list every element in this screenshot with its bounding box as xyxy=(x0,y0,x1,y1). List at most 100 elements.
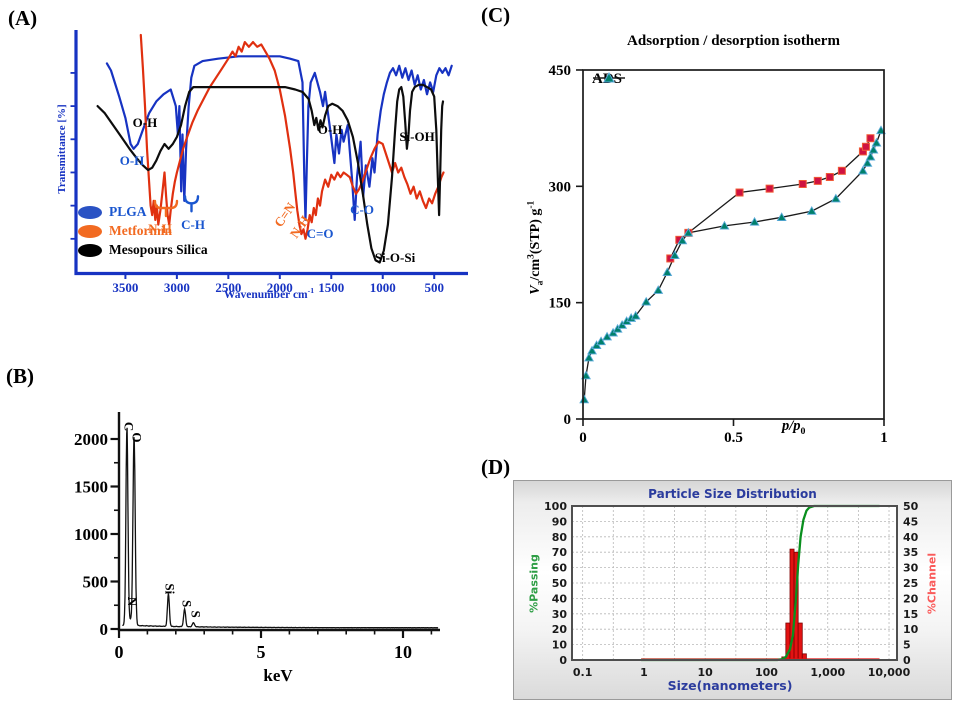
adsorption-point xyxy=(876,125,886,135)
psd-x-tick-label: 1 xyxy=(640,666,648,679)
psd-left-tick-label: 70 xyxy=(552,546,568,559)
desorption-point xyxy=(861,142,870,151)
isotherm-y-tick-label: 300 xyxy=(549,179,572,195)
adsorption-point xyxy=(596,336,607,346)
ftir-annotation-o-h: O-H xyxy=(119,152,145,168)
psd-frame xyxy=(571,505,898,661)
isotherm-ylabel-cm: /cm xyxy=(527,258,543,281)
ftir-annotation-si-o-si: Si-O-Si xyxy=(374,249,416,265)
isotherm-legend: ADS xyxy=(592,71,625,88)
adsorption-point xyxy=(868,144,879,154)
ftir-x-axis-label-sup: -1 xyxy=(307,286,315,295)
adsorption-point xyxy=(677,235,688,245)
adsorption-point xyxy=(871,137,882,147)
edx-y-tick-label: 500 xyxy=(83,573,109,592)
ftir-x-tick-label: 1500 xyxy=(318,280,344,295)
legend-item-label: PLGA xyxy=(109,204,147,219)
psd-channel-bar xyxy=(797,622,803,661)
isotherm-ylabel-sup-3: 3 xyxy=(526,254,537,259)
ftir-annotation-c-h: C-H xyxy=(181,216,205,232)
legend-item-label: Mesopours Silica xyxy=(109,242,208,257)
psd-right-tick-label: 50 xyxy=(903,500,919,513)
desorption-point xyxy=(813,176,822,185)
psd-left-tick-label: 100 xyxy=(544,500,567,513)
ftir-legend: PLGA Metformin Mesopours Silica xyxy=(78,204,208,258)
ftir-axes xyxy=(74,30,468,276)
isotherm-ylabel-sup-m1: -1 xyxy=(526,200,537,209)
ftir-annotation-o-h: O-H xyxy=(132,114,158,130)
psd-left-tick-label: 60 xyxy=(552,562,568,575)
ftir-x-tick-label: 1000 xyxy=(370,280,396,295)
edx-spectrum xyxy=(122,427,439,629)
adsorption-point xyxy=(830,193,841,203)
adsorption-point xyxy=(581,370,591,380)
psd-x-tick-label: 1,000 xyxy=(810,666,845,679)
ftir-annotation-c-o: C-O xyxy=(350,202,374,218)
adsorption-point xyxy=(584,352,594,362)
ftir-annotation-n-h: N-H xyxy=(148,221,172,237)
edx-peak-label-s: S xyxy=(180,600,195,607)
edx-peak-label-s: S xyxy=(188,610,203,617)
adsorption-point xyxy=(579,394,590,404)
ftir-annotation-c=o: C=O xyxy=(306,226,334,242)
desorption-point xyxy=(798,179,807,188)
edx-y-tick-label: 0 xyxy=(100,620,109,639)
adsorption-point xyxy=(749,216,760,226)
ftir-panel: 3500 3000 2500 2000 1500 1000 500 O-H O-H N-H C-H… xyxy=(56,28,473,320)
psd-x-tick-label: 0.1 xyxy=(573,666,593,679)
legend-ellipse-icon xyxy=(78,224,102,238)
isotherm-ylabel-stp: (STP) g xyxy=(527,208,543,255)
legend-item-label: Metformin xyxy=(109,223,172,238)
isotherm-legend-marker-icon xyxy=(593,71,625,83)
spectrum-plga xyxy=(105,55,453,221)
desorption-point xyxy=(765,184,774,193)
desorption-point xyxy=(825,173,834,182)
annotation-bracket xyxy=(183,195,200,213)
ftir-legend-item: Metformin xyxy=(78,223,208,239)
psd-x-tick-label: 10 xyxy=(698,666,714,679)
isotherm-y-tick-label: 0 xyxy=(564,412,572,428)
adsorption-point xyxy=(683,227,694,237)
edx-y-tick-label: 2000 xyxy=(74,430,108,449)
adsorption-point xyxy=(662,267,673,277)
psd-channel-axis-label: %Channel xyxy=(925,552,939,615)
desorption-point xyxy=(837,166,846,175)
spectrum-mesopours-silica xyxy=(96,83,445,264)
psd-passing-axis-label: %Passing xyxy=(527,554,541,613)
psd-plot-background xyxy=(572,506,897,660)
psd-x-tick-label: 100 xyxy=(755,666,778,679)
desorption-point xyxy=(735,188,744,197)
edx-peak-label-c: C xyxy=(121,422,136,431)
desorption-line xyxy=(669,137,872,259)
edx-peak-label-n: N xyxy=(125,597,140,607)
spectrum-metformin xyxy=(139,33,445,240)
panel-b-letter: (B) xyxy=(6,364,34,388)
ftir-x-tick-label: 3000 xyxy=(164,280,190,295)
adsorption-line xyxy=(583,130,882,400)
legend-ellipse-icon xyxy=(78,243,102,257)
psd-right-tick-label: 25 xyxy=(903,577,918,590)
psd-right-tick-label: 30 xyxy=(903,562,919,575)
psd-left-tick-label: 10 xyxy=(552,639,568,652)
edx-peak-label-o: O xyxy=(129,432,144,442)
ftir-x-axis-label: Wavenumber cm-1 xyxy=(169,286,369,301)
psd-left-tick-label: 50 xyxy=(552,577,568,590)
ftir-x-axis-label-text: Wavenumber cm xyxy=(223,288,308,301)
edx-x-tick-label: 0 xyxy=(115,642,124,662)
ftir-x-tick-label: 3500 xyxy=(112,280,138,295)
adsorption-point xyxy=(641,296,652,306)
edx-panel: 0 500 1000 1500 2000 0 5 10 C O N Si S S keV xyxy=(74,400,465,700)
panel-a-letter: (A) xyxy=(8,6,38,30)
edx-peak-label-si: Si xyxy=(163,583,178,594)
edx-y-tick-label: 1500 xyxy=(74,478,108,497)
psd-left-tick-label: 20 xyxy=(552,623,568,636)
psd-left-tick-label: 30 xyxy=(552,608,568,621)
psd-left-tick-label: 80 xyxy=(552,531,568,544)
psd-right-tick-label: 10 xyxy=(903,623,919,636)
psd-left-tick-label: 0 xyxy=(559,654,567,667)
psd-title: Particle Size Distribution xyxy=(648,487,817,501)
isotherm-frame xyxy=(582,69,885,420)
isotherm-plot: 0 150 300 450 0 0.5 1 xyxy=(549,63,888,446)
isotherm-x-tick-label: 0 xyxy=(579,430,587,446)
psd-right-tick-label: 0 xyxy=(903,654,911,667)
